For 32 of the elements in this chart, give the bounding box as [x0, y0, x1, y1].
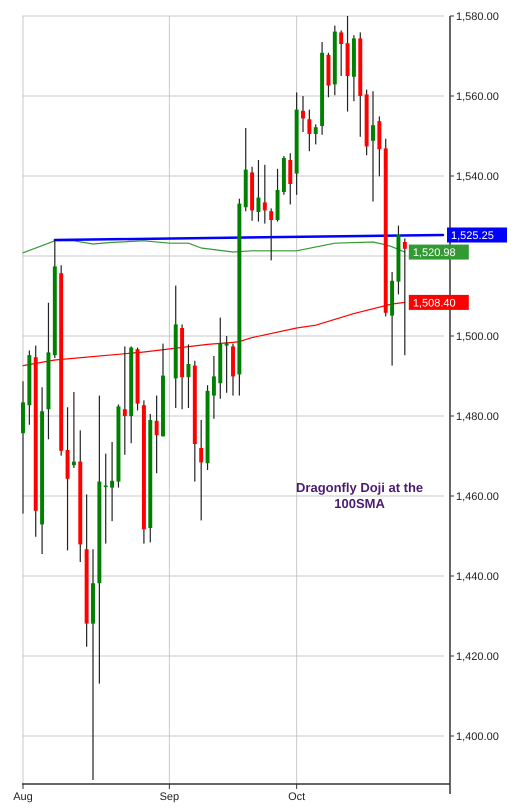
x-tick-label: Aug — [13, 791, 33, 803]
annotation: Dragonfly Doji at the 100SMA — [296, 480, 424, 512]
candlestick — [339, 30, 344, 77]
y-tick-label: 1,420.00 — [456, 650, 499, 663]
candlestick — [307, 109, 312, 152]
candlestick — [199, 419, 204, 521]
candlestick — [224, 335, 229, 394]
candlestick — [301, 95, 305, 133]
candlestick — [212, 355, 216, 420]
candlestick — [186, 344, 190, 409]
candlestick — [314, 124, 318, 145]
y-tick-label: 1,500.00 — [456, 330, 499, 343]
y-tick-label: 1,580.00 — [456, 10, 499, 23]
y-tick-label: 1,560.00 — [456, 90, 499, 103]
candlestick — [262, 164, 267, 224]
y-tick-label: 1,480.00 — [456, 410, 499, 423]
candlestick — [269, 208, 274, 261]
data-label: 1,508.40 — [412, 297, 456, 310]
candlestick — [256, 159, 260, 222]
candlestick — [371, 90, 375, 202]
line-series — [22, 240, 406, 254]
candlestick — [72, 391, 76, 469]
data-label: 1,520.98 — [412, 246, 456, 259]
y-tick-label: 1,400.00 — [456, 730, 499, 743]
y-tick-label: 1,460.00 — [456, 490, 499, 503]
x-tick-label: Oct — [288, 791, 306, 803]
x-tick-label: Sep — [160, 791, 180, 803]
data-label: 1,525.25 — [451, 230, 494, 242]
y-tick-label: 1,540.00 — [456, 170, 499, 183]
y-tick-label: 1,440.00 — [456, 570, 499, 583]
candlestick — [154, 395, 159, 474]
candlestick — [110, 441, 114, 522]
